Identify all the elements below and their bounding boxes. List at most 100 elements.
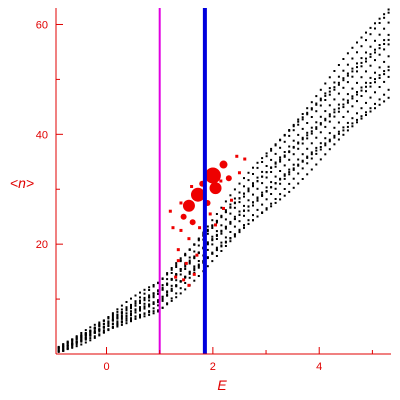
black-dot <box>337 64 340 66</box>
black-dot <box>342 86 345 89</box>
black-dot <box>197 239 200 242</box>
black-dot <box>256 197 259 200</box>
black-dot <box>351 117 354 120</box>
black-dot <box>301 159 304 162</box>
black-dot <box>71 342 74 345</box>
y-tick-label: 60 <box>36 19 48 31</box>
black-dot <box>324 94 327 97</box>
black-dot <box>161 306 164 309</box>
black-dot <box>206 225 209 228</box>
black-dot <box>125 312 128 315</box>
black-dot <box>265 152 268 155</box>
black-dot <box>84 334 87 337</box>
black-dot <box>157 281 160 284</box>
black-dot <box>193 243 196 246</box>
black-dot <box>247 179 250 182</box>
black-dot <box>66 345 69 348</box>
black-dot <box>383 13 386 16</box>
black-dot <box>102 323 105 325</box>
black-dot <box>224 236 227 239</box>
black-dot <box>211 227 214 229</box>
black-dot <box>93 335 96 338</box>
black-dot <box>365 51 367 54</box>
black-dot <box>197 265 200 267</box>
black-dot <box>256 176 259 179</box>
black-dot <box>143 307 146 310</box>
black-dot <box>310 157 313 160</box>
black-dot <box>292 125 295 128</box>
black-dot <box>365 31 367 34</box>
black-dot <box>139 300 141 303</box>
black-dot <box>301 113 304 115</box>
black-dot <box>306 147 309 150</box>
black-dot <box>261 157 264 160</box>
black-dot <box>261 175 264 178</box>
black-dot <box>288 150 291 153</box>
black-dot <box>301 116 304 119</box>
black-dot <box>279 177 282 180</box>
black-dot <box>315 149 318 152</box>
black-dot <box>319 142 322 145</box>
black-dot <box>89 332 92 335</box>
black-dot <box>220 250 223 252</box>
black-dot <box>152 303 155 305</box>
black-dot <box>238 182 241 185</box>
black-dot <box>215 213 218 215</box>
black-dot <box>116 308 119 311</box>
black-dot <box>274 152 277 155</box>
black-dot <box>166 278 169 281</box>
black-dot <box>279 193 282 196</box>
black-dot <box>188 276 191 279</box>
black-dot <box>279 160 282 163</box>
black-dot <box>283 194 286 197</box>
black-dot <box>161 288 164 291</box>
black-dot <box>351 105 354 108</box>
black-dot <box>224 225 227 228</box>
black-dot <box>120 311 123 314</box>
black-dot <box>175 292 178 295</box>
black-dot <box>130 303 132 306</box>
black-dot <box>116 325 119 328</box>
black-dot <box>71 345 74 348</box>
black-dot <box>383 60 386 63</box>
red-dot <box>182 278 186 282</box>
black-dot <box>297 118 300 121</box>
black-dot <box>383 48 386 51</box>
black-dot <box>324 153 327 156</box>
black-dot <box>283 154 286 157</box>
black-dot <box>57 350 60 353</box>
black-dot <box>342 116 345 118</box>
black-dot <box>274 165 277 168</box>
black-dot-series <box>57 8 390 353</box>
black-dot <box>80 343 83 346</box>
black-dot <box>161 295 164 298</box>
black-dot <box>193 255 196 258</box>
black-dot <box>224 200 227 203</box>
black-dot <box>256 215 259 218</box>
black-dot <box>62 349 65 352</box>
black-dot <box>328 115 331 118</box>
black-dot <box>170 284 173 287</box>
black-dot <box>238 201 241 204</box>
black-dot <box>197 266 200 269</box>
black-dot <box>89 334 92 337</box>
black-dot <box>351 95 354 98</box>
black-dot <box>130 297 132 300</box>
black-dot <box>337 138 340 141</box>
black-dot <box>342 58 345 60</box>
black-dot <box>157 300 160 303</box>
black-dot <box>71 341 74 344</box>
black-dot <box>157 309 160 312</box>
black-dot <box>297 133 300 136</box>
black-dot <box>175 296 178 299</box>
black-dot <box>130 318 132 321</box>
black-dot <box>84 332 87 334</box>
black-dot <box>243 177 245 180</box>
black-dot <box>93 327 96 330</box>
black-dot <box>116 315 119 318</box>
black-dot <box>301 138 304 141</box>
black-dot <box>107 316 110 318</box>
black-dot <box>306 107 309 110</box>
black-dot <box>288 168 291 171</box>
y-tick-label: 40 <box>36 129 48 141</box>
